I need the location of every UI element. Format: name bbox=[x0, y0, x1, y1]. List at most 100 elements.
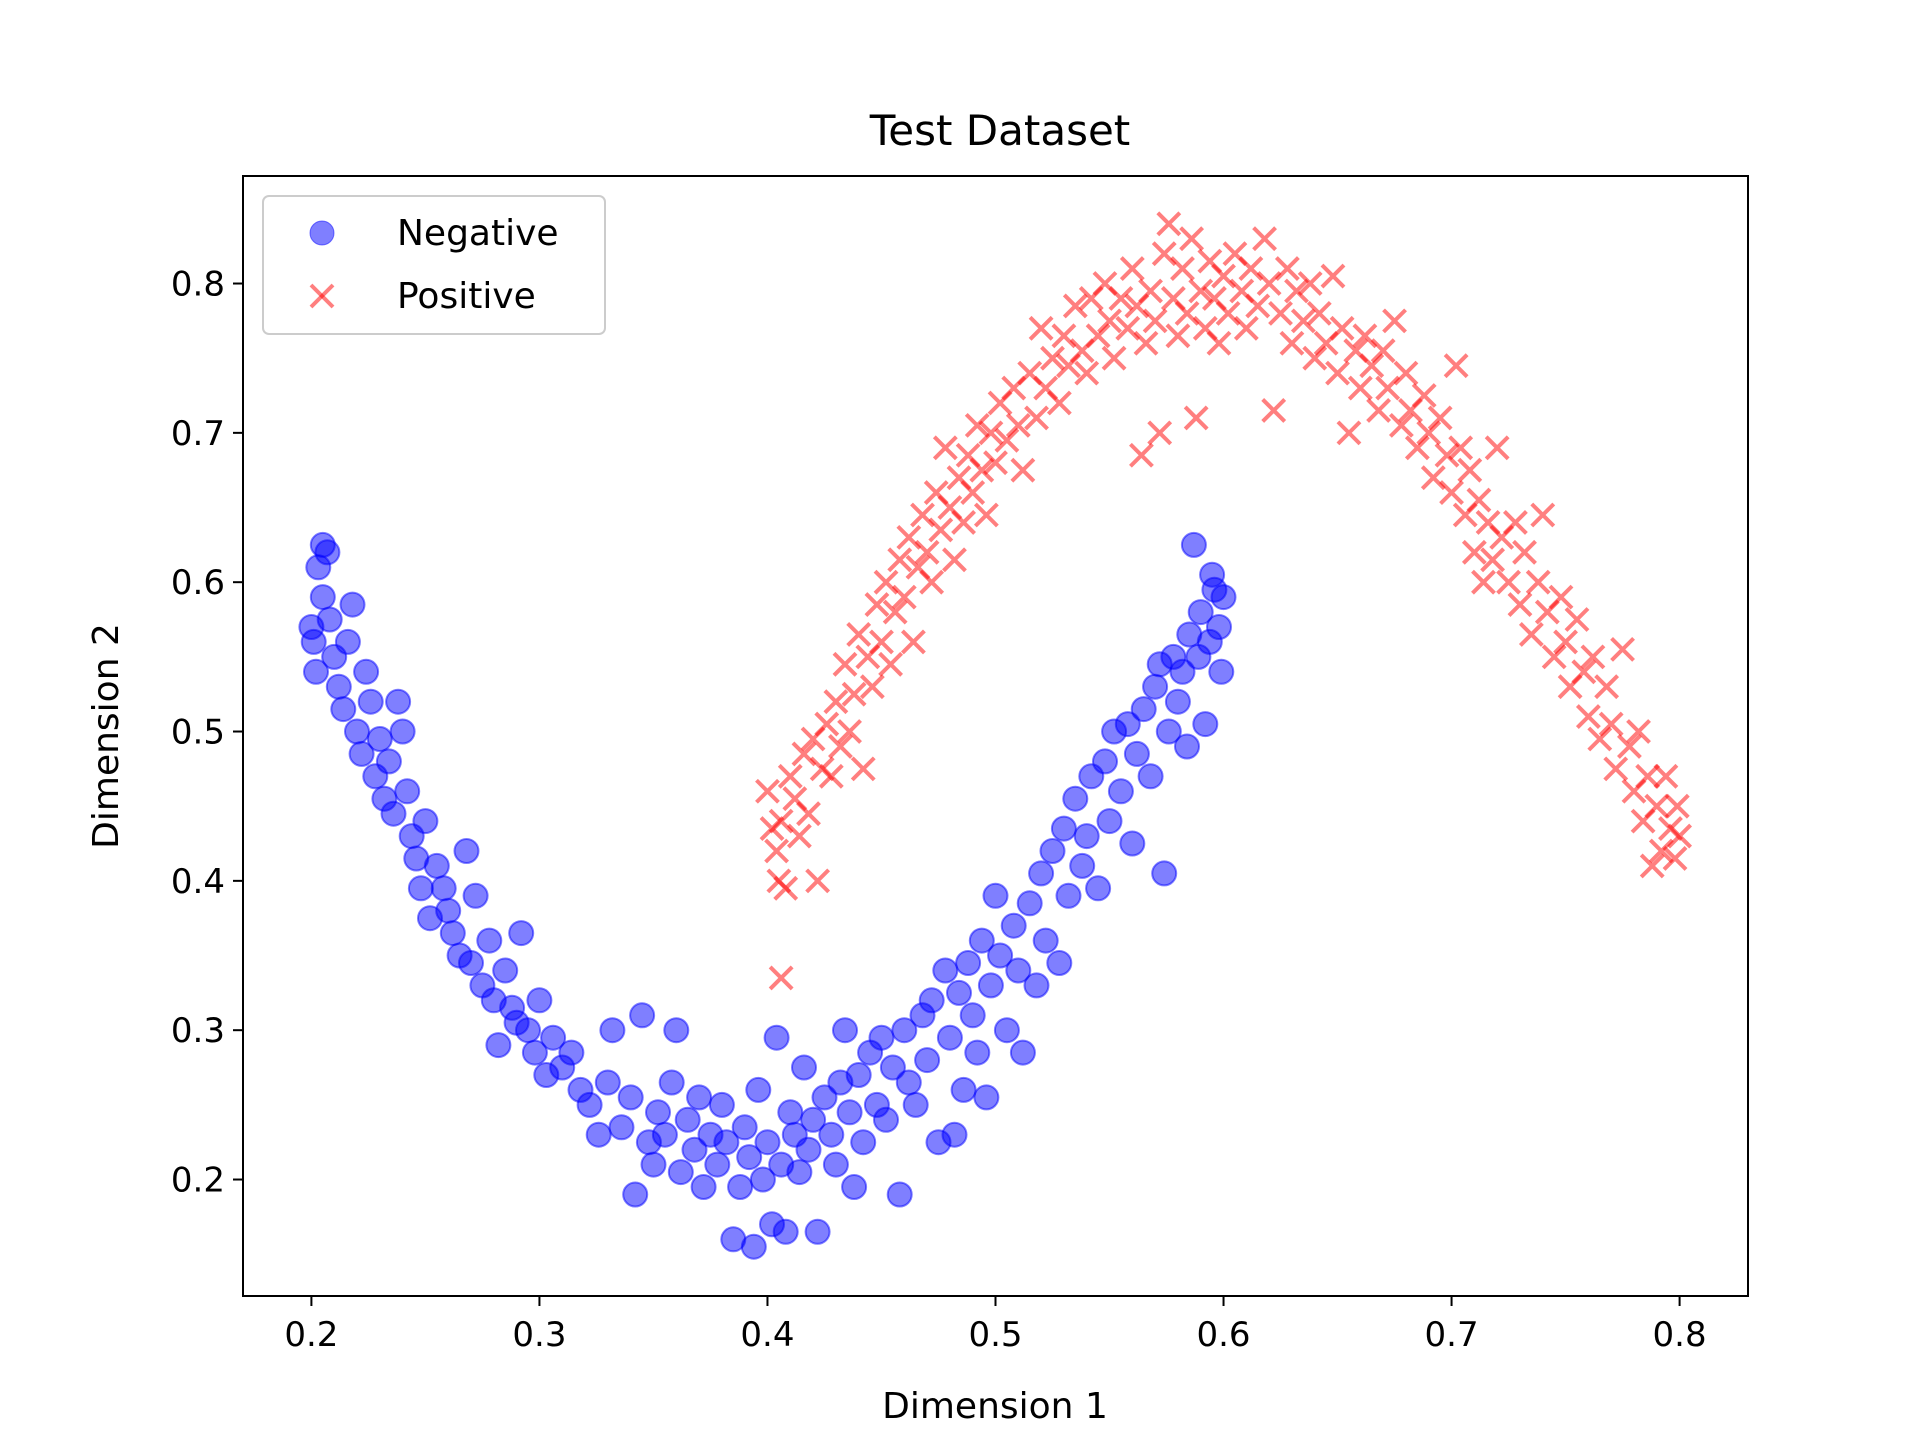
data-point-positive bbox=[914, 539, 940, 565]
data-point-positive bbox=[1005, 412, 1031, 438]
data-point-positive bbox=[832, 651, 858, 677]
x-tick-label: 0.3 bbox=[512, 1315, 566, 1355]
data-point-negative bbox=[708, 1091, 735, 1118]
legend-box bbox=[262, 195, 606, 335]
data-point-negative bbox=[663, 1017, 690, 1044]
data-point-positive bbox=[755, 778, 780, 804]
data-point-negative bbox=[959, 1002, 986, 1029]
data-point-negative bbox=[344, 718, 370, 745]
data-point-positive bbox=[1404, 435, 1430, 461]
data-point-positive bbox=[1085, 323, 1111, 349]
data-point-negative bbox=[458, 950, 484, 976]
data-point-positive bbox=[818, 763, 844, 789]
data-point-positive bbox=[1575, 704, 1601, 730]
data-point-positive bbox=[764, 838, 790, 864]
data-point-negative bbox=[1119, 830, 1146, 857]
data-point-negative bbox=[389, 718, 416, 745]
data-point-negative bbox=[895, 1069, 922, 1096]
data-point-negative bbox=[640, 1151, 667, 1178]
data-point-negative bbox=[608, 1114, 635, 1141]
data-point-negative bbox=[1005, 957, 1032, 984]
data-point-negative bbox=[1151, 860, 1178, 887]
data-point-negative bbox=[791, 1054, 817, 1081]
data-point-negative bbox=[380, 800, 407, 827]
data-point-negative bbox=[1039, 838, 1066, 864]
data-point-positive bbox=[1427, 405, 1453, 431]
data-point-positive bbox=[919, 569, 945, 595]
data-point-positive bbox=[1359, 353, 1385, 379]
data-point-positive bbox=[1603, 756, 1629, 782]
points-layer bbox=[298, 211, 1693, 1260]
data-point-positive bbox=[1471, 569, 1496, 595]
data-point-negative bbox=[993, 1017, 1020, 1044]
data-point-negative bbox=[453, 838, 480, 864]
data-point-negative bbox=[622, 1181, 649, 1208]
data-point-negative bbox=[1107, 778, 1134, 805]
data-point-negative bbox=[818, 1121, 845, 1148]
data-point-negative bbox=[385, 688, 412, 715]
data-point-negative bbox=[348, 740, 375, 767]
data-point-positive bbox=[1667, 823, 1693, 849]
data-point-negative bbox=[492, 957, 519, 984]
data-point-positive bbox=[1211, 263, 1236, 289]
data-point-positive bbox=[837, 719, 862, 744]
data-point-positive bbox=[1507, 592, 1533, 618]
data-point-positive bbox=[1580, 644, 1606, 670]
data-point-positive bbox=[1062, 293, 1088, 319]
data-point-positive bbox=[805, 868, 831, 894]
data-point-positive bbox=[773, 875, 799, 901]
data-point-positive bbox=[1133, 330, 1159, 356]
x-tick-label: 0.5 bbox=[968, 1315, 1022, 1355]
data-point-positive bbox=[1188, 278, 1214, 304]
axes-frame bbox=[242, 175, 1749, 1297]
data-point-negative bbox=[1069, 852, 1096, 879]
y-tick-label: 0.7 bbox=[171, 414, 225, 454]
data-point-positive bbox=[1388, 412, 1414, 438]
data-point-negative bbox=[1208, 658, 1235, 685]
data-point-negative bbox=[968, 927, 995, 954]
data-point-negative bbox=[674, 1106, 701, 1133]
data-point-negative bbox=[836, 1099, 863, 1126]
data-point-positive bbox=[1512, 539, 1537, 565]
data-point-negative bbox=[303, 658, 329, 685]
data-point-positive bbox=[878, 651, 904, 677]
data-point-negative bbox=[667, 1159, 694, 1186]
data-point-negative bbox=[1210, 584, 1237, 611]
data-point-positive bbox=[1129, 442, 1154, 468]
data-point-negative bbox=[1085, 875, 1112, 902]
data-point-positive bbox=[768, 808, 794, 834]
x-tick-label: 0.8 bbox=[1653, 1315, 1707, 1355]
data-point-positive bbox=[1662, 846, 1688, 871]
data-point-positive bbox=[1097, 308, 1122, 334]
data-point-positive bbox=[1610, 636, 1635, 662]
data-point-negative bbox=[540, 1024, 567, 1051]
data-point-negative bbox=[873, 1106, 899, 1133]
data-point-positive bbox=[1156, 211, 1182, 237]
data-point-positive bbox=[900, 629, 926, 655]
data-point-positive bbox=[1496, 569, 1521, 595]
data-point-negative bbox=[412, 808, 439, 835]
data-point-positive bbox=[887, 547, 913, 573]
data-point-positive bbox=[1484, 435, 1510, 461]
data-point-positive bbox=[850, 756, 876, 782]
x-axis-label: Dimension 1 bbox=[882, 1386, 1108, 1427]
data-point-positive bbox=[1366, 398, 1392, 423]
data-point-negative bbox=[325, 673, 352, 700]
data-point-negative bbox=[1062, 785, 1089, 812]
y-axis-ticks: 0.2 0.3 0.4 0.5 0.6 0.7 0.8 bbox=[171, 265, 243, 1201]
data-point-positive bbox=[1256, 271, 1282, 296]
data-point-positive bbox=[869, 629, 894, 655]
data-point-positive bbox=[1571, 659, 1597, 685]
data-point-negative bbox=[1028, 860, 1055, 887]
data-point-negative bbox=[558, 1039, 585, 1066]
data-point-positive bbox=[1525, 569, 1551, 595]
data-point-negative bbox=[658, 1069, 685, 1096]
data-point-negative bbox=[704, 1151, 731, 1178]
data-point-positive bbox=[973, 502, 999, 528]
data-point-positive bbox=[978, 420, 1004, 446]
data-point-positive bbox=[1329, 315, 1355, 341]
data-point-negative bbox=[868, 1024, 895, 1051]
data-point-negative bbox=[375, 748, 402, 775]
